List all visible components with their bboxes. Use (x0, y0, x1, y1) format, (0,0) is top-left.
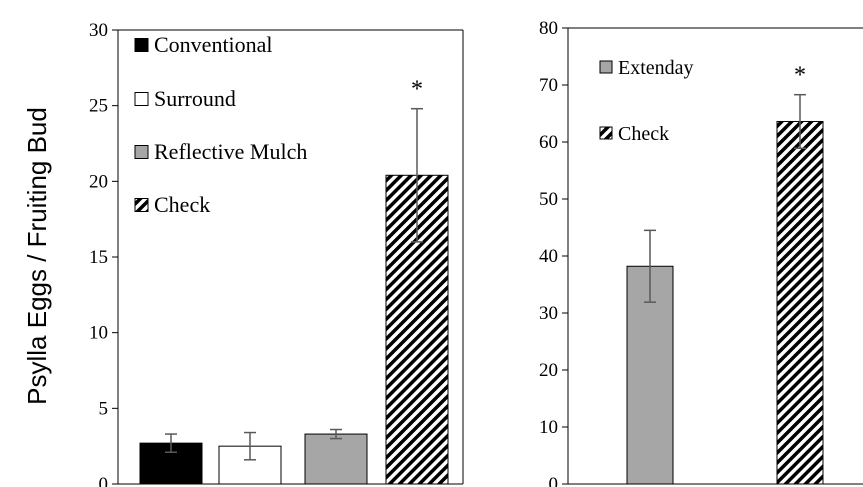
legend-swatch-extenday (599, 60, 613, 74)
legend-label-surround: Surround (154, 86, 236, 111)
y-tick-label: 25 (89, 96, 108, 117)
legend-label-check: Check (154, 192, 210, 217)
significance-marker: * (794, 63, 806, 89)
bar-check (776, 120, 824, 485)
y-tick-label: 0 (99, 474, 109, 487)
y-tick-label: 60 (539, 132, 558, 153)
legend-swatch-reflective-mulch (134, 145, 149, 159)
y-tick-label: 10 (89, 323, 108, 344)
chart-panel-right: 0 10 20 30 40 50 60 70 80 * Extenday Check (539, 18, 863, 487)
legend-label-check: Check (618, 123, 669, 145)
y-tick-label: 30 (89, 20, 108, 41)
legend-label-reflective-mulch: Reflective Mulch (154, 139, 307, 164)
legend-swatch-conventional (134, 38, 149, 52)
legend-swatch-check (599, 126, 613, 140)
y-tick-label: 70 (539, 75, 558, 96)
y-tick-label: 40 (539, 246, 558, 267)
y-tick-label: 20 (89, 171, 108, 192)
y-tick-label: 30 (539, 303, 558, 324)
y-tick-label: 20 (539, 360, 558, 381)
y-tick-label: 50 (539, 189, 558, 210)
chart-panel-left: 0 5 10 15 20 25 30 * Conventional Surround Reflect… (89, 20, 464, 487)
legend-swatch-check (134, 198, 149, 212)
significance-marker: * (411, 77, 423, 103)
y-tick-label: 5 (99, 398, 109, 419)
y-tick-label: 0 (549, 474, 559, 487)
bar-reflective-mulch (304, 433, 368, 485)
y-tick-label: 80 (539, 18, 558, 39)
legend-label-extenday: Extenday (618, 57, 694, 79)
y-tick-label: 15 (89, 247, 108, 268)
legend-label-conventional: Conventional (154, 32, 273, 57)
y-tick-label: 10 (539, 417, 558, 438)
legend-swatch-surround (134, 92, 149, 106)
y-axis-label: Psylla Eggs / Fruiting Bud (22, 107, 52, 405)
